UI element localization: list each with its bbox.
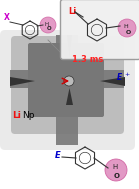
Text: 1.3 ms: 1.3 ms: [72, 55, 104, 64]
Text: Li: Li: [12, 111, 21, 119]
Polygon shape: [100, 77, 125, 86]
Circle shape: [40, 17, 56, 33]
FancyBboxPatch shape: [56, 35, 78, 145]
Text: H: H: [124, 23, 128, 29]
Text: E: E: [55, 150, 61, 160]
Text: X: X: [4, 13, 10, 22]
FancyBboxPatch shape: [10, 70, 124, 88]
Text: H: H: [45, 22, 49, 26]
FancyBboxPatch shape: [28, 43, 104, 117]
Text: E: E: [117, 74, 122, 83]
Circle shape: [118, 19, 136, 37]
FancyBboxPatch shape: [60, 0, 139, 60]
Text: Li: Li: [68, 8, 76, 16]
Circle shape: [105, 159, 127, 181]
Polygon shape: [67, 35, 72, 58]
Text: O: O: [114, 173, 120, 179]
FancyBboxPatch shape: [0, 30, 135, 150]
Text: Np: Np: [22, 111, 34, 119]
FancyBboxPatch shape: [11, 36, 124, 134]
Polygon shape: [10, 77, 35, 86]
Text: +: +: [124, 73, 129, 77]
Text: O: O: [47, 26, 51, 32]
Text: O: O: [125, 30, 131, 36]
Text: H: H: [112, 164, 118, 170]
Circle shape: [64, 76, 74, 86]
Polygon shape: [66, 88, 73, 105]
